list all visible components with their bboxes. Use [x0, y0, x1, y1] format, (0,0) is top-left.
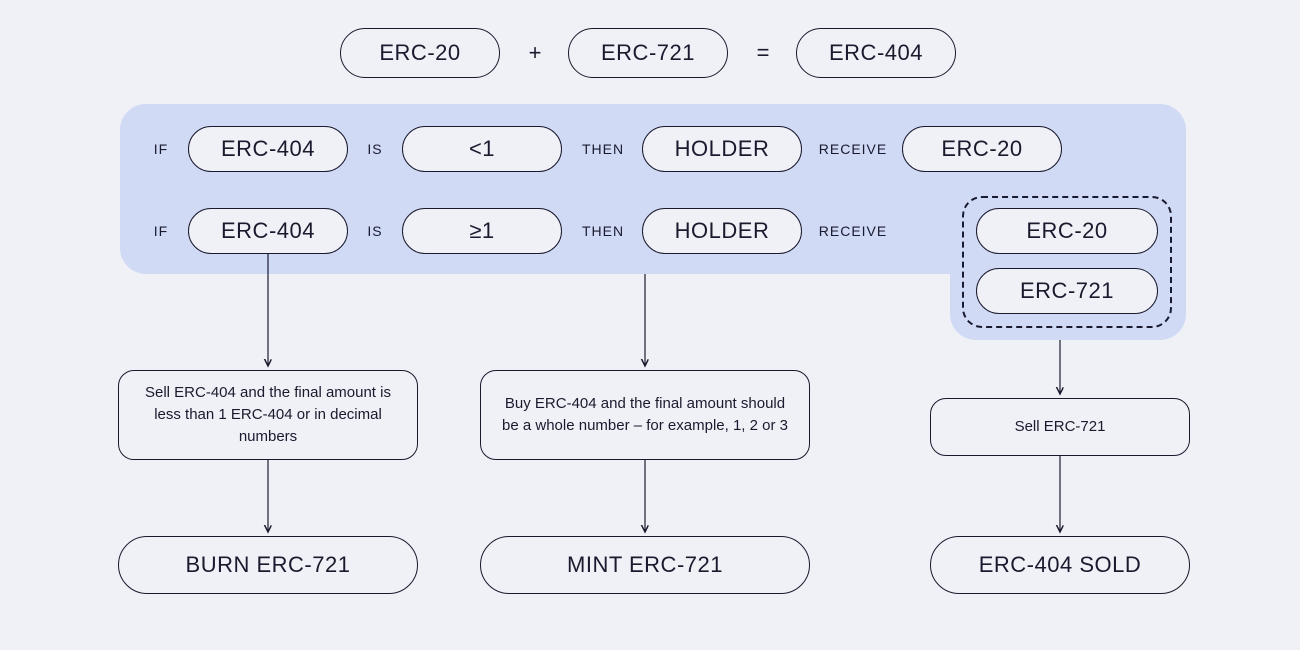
connectors — [0, 0, 1300, 650]
diagram-canvas: ERC-20 + ERC-721 = ERC-404 IF ERC-404 IS… — [0, 0, 1300, 650]
